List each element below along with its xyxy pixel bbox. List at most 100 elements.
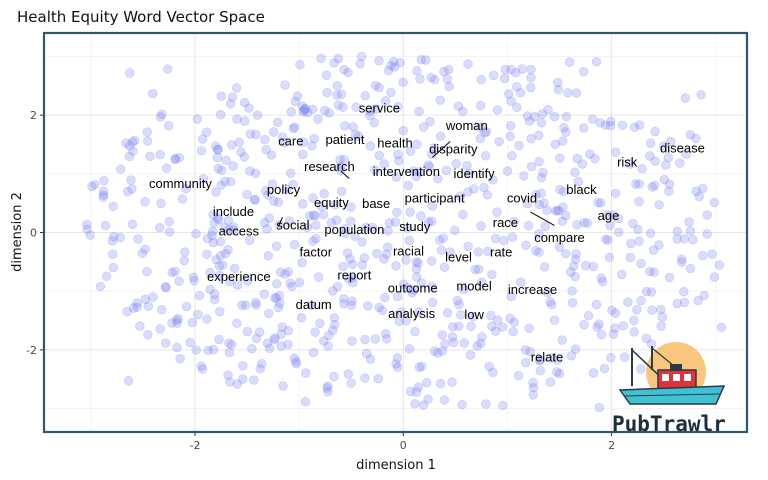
data-point — [391, 172, 402, 182]
data-point — [308, 193, 318, 203]
data-point — [163, 64, 173, 74]
data-point — [506, 120, 516, 131]
data-point — [361, 222, 371, 233]
data-point — [579, 320, 589, 330]
data-point — [250, 168, 261, 179]
data-point — [157, 109, 167, 120]
data-point — [140, 294, 151, 304]
data-point — [189, 276, 199, 286]
data-point — [226, 176, 236, 187]
data-point — [393, 101, 403, 112]
data-point — [468, 312, 478, 322]
data-point — [657, 312, 668, 322]
data-point — [514, 140, 524, 151]
data-point — [290, 96, 300, 107]
data-point — [442, 308, 453, 318]
data-point — [566, 267, 576, 277]
data-point — [441, 165, 452, 176]
data-point — [557, 216, 568, 227]
data-point — [125, 68, 135, 78]
data-point — [242, 326, 253, 337]
data-point — [346, 378, 356, 388]
data-point — [542, 205, 552, 215]
data-point — [534, 200, 545, 210]
data-point — [164, 227, 175, 237]
data-point — [521, 240, 531, 251]
data-point — [232, 318, 242, 328]
data-point — [408, 285, 419, 295]
data-point — [280, 269, 290, 279]
data-point — [515, 88, 526, 98]
data-point — [127, 137, 138, 147]
data-point — [289, 122, 300, 132]
data-point — [659, 141, 669, 151]
data-point — [466, 321, 476, 331]
data-point — [578, 66, 589, 77]
data-point — [458, 209, 468, 220]
data-point — [557, 335, 567, 345]
data-point — [161, 283, 171, 293]
word-label-care: care — [278, 133, 303, 148]
data-point — [394, 156, 404, 166]
x-axis-ticks: -2 0 2 — [190, 433, 615, 452]
data-point — [512, 82, 522, 92]
data-point — [160, 282, 171, 292]
data-point — [558, 186, 569, 197]
data-point — [594, 319, 604, 329]
data-point — [448, 322, 458, 332]
data-point — [369, 117, 380, 128]
data-point — [605, 120, 616, 131]
data-point — [427, 256, 437, 266]
data-point — [196, 361, 207, 371]
word-label-woman: woman — [445, 118, 488, 133]
data-point — [167, 318, 177, 328]
data-point — [252, 110, 263, 120]
data-point — [209, 289, 220, 299]
data-point — [345, 254, 355, 264]
data-point — [336, 89, 347, 100]
data-point — [339, 155, 349, 165]
data-point — [412, 139, 422, 150]
data-point — [347, 259, 358, 269]
data-point — [212, 144, 223, 155]
data-point — [384, 218, 394, 228]
data-point — [595, 118, 605, 128]
data-point — [277, 132, 288, 142]
data-point — [145, 151, 155, 162]
word-label-datum: datum — [296, 297, 332, 312]
data-point — [302, 107, 313, 118]
data-point — [540, 221, 550, 232]
data-point — [423, 160, 433, 170]
data-point — [330, 320, 340, 330]
data-point — [242, 189, 252, 200]
data-point — [602, 210, 612, 220]
data-point — [636, 296, 646, 306]
data-point — [322, 383, 332, 393]
data-point — [340, 121, 350, 131]
data-point — [549, 111, 560, 122]
data-point — [483, 246, 493, 257]
data-point — [577, 159, 588, 169]
data-point — [521, 358, 531, 368]
data-point — [564, 57, 575, 67]
data-point — [529, 111, 540, 122]
data-point — [525, 82, 536, 93]
data-point — [333, 53, 343, 64]
data-point — [558, 202, 568, 212]
data-point — [684, 217, 694, 227]
data-point — [309, 210, 319, 220]
data-point — [208, 210, 218, 220]
data-point — [413, 258, 423, 268]
data-point — [567, 298, 578, 308]
data-point — [219, 222, 229, 232]
data-point — [502, 166, 513, 176]
data-point — [382, 249, 392, 259]
data-point — [389, 56, 399, 67]
data-point — [360, 90, 370, 101]
data-point — [283, 326, 294, 336]
data-point — [197, 134, 208, 144]
x-tick-label: 0 — [400, 439, 407, 452]
data-point — [623, 297, 633, 307]
data-point — [198, 364, 208, 374]
data-point — [709, 197, 719, 208]
